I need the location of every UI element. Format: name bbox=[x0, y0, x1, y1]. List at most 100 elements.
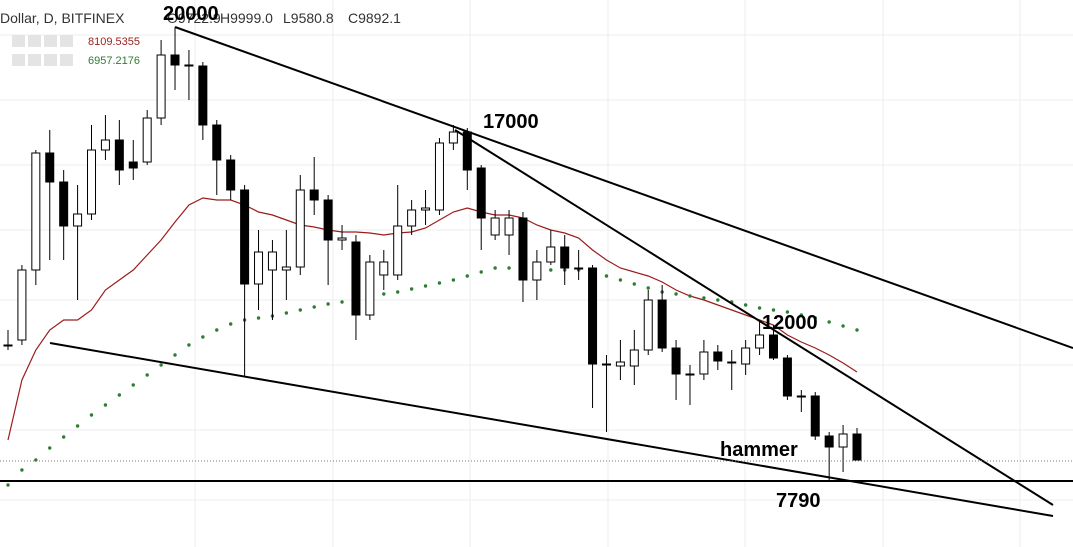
sar-dot bbox=[479, 270, 483, 274]
candle-body bbox=[504, 217, 514, 236]
sar-dot bbox=[326, 302, 330, 306]
annotation: hammer bbox=[720, 439, 798, 461]
candle-body bbox=[448, 131, 458, 144]
sar-dot bbox=[799, 313, 804, 317]
sar-dot bbox=[646, 286, 650, 290]
sar-dot bbox=[437, 281, 442, 285]
candle-body bbox=[156, 54, 166, 119]
candle-body bbox=[281, 266, 291, 271]
candle-body bbox=[421, 207, 431, 211]
candle-body bbox=[588, 267, 598, 365]
annotation: 12000 bbox=[762, 312, 818, 334]
sar-dot bbox=[145, 373, 149, 377]
candle-body bbox=[337, 237, 347, 241]
sar-dot bbox=[312, 305, 316, 309]
candle-body bbox=[184, 64, 194, 67]
sar-dot bbox=[34, 458, 38, 462]
sar-dot bbox=[256, 316, 261, 320]
candle-body bbox=[309, 189, 319, 201]
sar-dot bbox=[618, 278, 623, 282]
sar-dot bbox=[409, 287, 414, 291]
candle-body bbox=[629, 349, 639, 367]
candle-body bbox=[671, 347, 681, 375]
candle-body bbox=[17, 269, 27, 341]
sar-dot bbox=[841, 324, 845, 328]
candle-body bbox=[713, 351, 723, 362]
candle-body bbox=[351, 241, 361, 316]
candle-body bbox=[490, 217, 500, 236]
sar-dot bbox=[688, 294, 692, 298]
candle-body bbox=[657, 299, 667, 349]
sar-dot bbox=[757, 306, 762, 310]
sar-dot bbox=[48, 446, 52, 450]
sar-dot bbox=[20, 468, 24, 472]
candle-body bbox=[379, 261, 389, 276]
annotation: 7790 bbox=[776, 490, 821, 512]
sar-dot bbox=[743, 303, 748, 307]
sar-dot bbox=[604, 274, 609, 278]
sar-dot bbox=[785, 310, 790, 314]
sar-dot bbox=[451, 278, 456, 282]
sar-dot bbox=[131, 383, 135, 387]
candle-body bbox=[755, 334, 765, 349]
sar-dot bbox=[340, 300, 344, 304]
candle-body bbox=[838, 433, 848, 448]
candle-body bbox=[699, 351, 709, 375]
sar-dot bbox=[632, 282, 637, 286]
sar-dot bbox=[117, 393, 122, 397]
sar-dot bbox=[771, 308, 776, 312]
candle-body bbox=[546, 246, 556, 263]
sar-dot bbox=[813, 316, 817, 320]
sar-dot bbox=[61, 435, 66, 439]
sar-dot bbox=[103, 403, 108, 407]
sar-dot bbox=[549, 268, 553, 272]
sar-dot bbox=[228, 322, 233, 326]
candle-body bbox=[254, 251, 264, 285]
annotation: 20000 bbox=[163, 3, 219, 25]
candle-body bbox=[643, 299, 653, 351]
candle-body bbox=[601, 363, 611, 366]
indicator-icons bbox=[12, 35, 73, 66]
sar-dot bbox=[465, 274, 469, 278]
candle-body bbox=[615, 361, 625, 367]
sar-dot bbox=[396, 290, 400, 294]
candle-body bbox=[323, 199, 333, 241]
sar-dot bbox=[827, 320, 831, 324]
sar-dot bbox=[855, 328, 859, 332]
moving-average bbox=[7, 197, 858, 441]
candle-body bbox=[365, 261, 375, 316]
annotation: 17000 bbox=[483, 111, 539, 133]
sar-dot bbox=[674, 292, 678, 296]
ohlc-label: O9722.9 bbox=[167, 10, 221, 26]
candle-body bbox=[574, 267, 584, 270]
indicator-value: 8109.5355 bbox=[88, 36, 140, 48]
indicator-value: 6957.2176 bbox=[88, 55, 140, 67]
sar-dot bbox=[201, 335, 205, 339]
sar-dot bbox=[6, 483, 10, 487]
candle-body bbox=[100, 139, 110, 151]
candle-body bbox=[727, 361, 737, 364]
candle-body bbox=[31, 152, 41, 271]
sar-dot bbox=[187, 343, 191, 347]
ohlc-label: L9580.8 bbox=[283, 10, 334, 26]
sar-dot bbox=[284, 311, 289, 315]
candle-body bbox=[532, 261, 542, 281]
sar-dot bbox=[382, 292, 386, 296]
candle-body bbox=[114, 139, 124, 171]
candle-body bbox=[782, 357, 792, 397]
candle-body bbox=[226, 159, 236, 191]
sar-dot bbox=[89, 413, 94, 417]
sar-dot bbox=[493, 266, 497, 270]
candle-body bbox=[128, 161, 138, 169]
sar-dot bbox=[215, 328, 219, 332]
sar-dot bbox=[75, 424, 80, 428]
candle-body bbox=[434, 142, 444, 211]
candle-body bbox=[852, 433, 862, 461]
candle-body bbox=[407, 209, 417, 227]
candle-body bbox=[59, 181, 69, 227]
candle-body bbox=[87, 149, 97, 215]
candle-body bbox=[810, 395, 820, 437]
candle-body bbox=[685, 373, 695, 376]
